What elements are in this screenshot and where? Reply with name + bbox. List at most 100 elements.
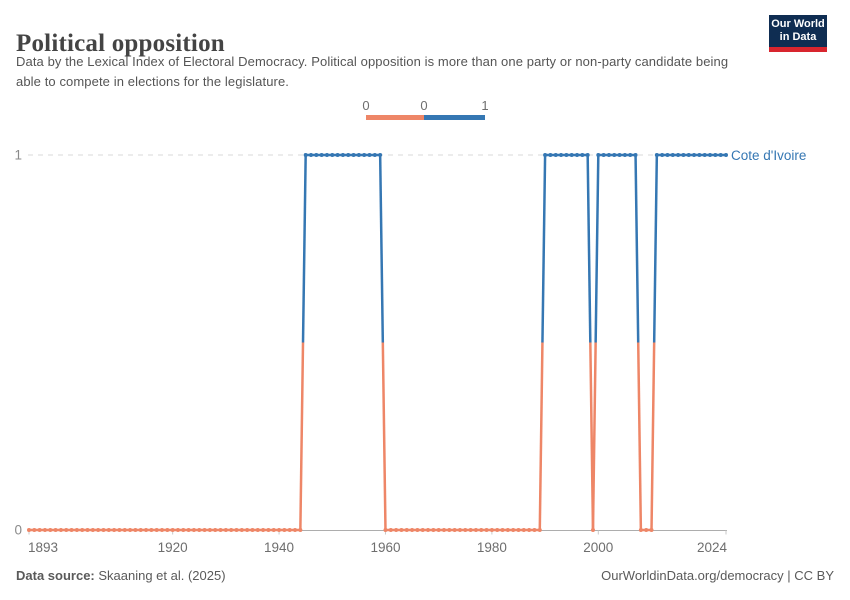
data-point-marker[interactable] [633, 153, 638, 157]
data-point-marker[interactable] [319, 153, 324, 157]
data-point-marker[interactable] [575, 153, 580, 157]
data-point-marker[interactable] [665, 153, 670, 157]
data-point-marker[interactable] [207, 528, 212, 532]
data-point-marker[interactable] [399, 528, 404, 532]
owid-logo[interactable]: Our World in Data [769, 15, 827, 52]
data-point-marker[interactable] [218, 528, 223, 532]
data-point-marker[interactable] [442, 528, 447, 532]
series-transition-segment[interactable] [301, 154, 307, 343]
data-point-marker[interactable] [106, 528, 111, 532]
series-transition-segment[interactable] [381, 342, 387, 531]
data-point-marker[interactable] [457, 528, 462, 532]
data-point-marker[interactable] [181, 528, 186, 532]
data-point-marker[interactable] [713, 153, 718, 157]
data-point-marker[interactable] [559, 153, 564, 157]
data-point-marker[interactable] [202, 528, 207, 532]
data-point-marker[interactable] [85, 528, 90, 532]
data-point-marker[interactable] [420, 528, 425, 532]
data-point-marker[interactable] [90, 528, 95, 532]
series-transition-segment[interactable] [650, 342, 656, 531]
data-point-marker[interactable] [388, 528, 393, 532]
data-point-marker[interactable] [340, 153, 345, 157]
data-point-marker[interactable] [282, 528, 287, 532]
data-point-marker[interactable] [117, 528, 122, 532]
data-point-marker[interactable] [708, 153, 713, 157]
data-point-marker[interactable] [484, 528, 489, 532]
data-point-marker[interactable] [175, 528, 180, 532]
data-point-marker[interactable] [48, 528, 53, 532]
data-point-marker[interactable] [452, 528, 457, 532]
data-point-marker[interactable] [580, 153, 585, 157]
data-point-marker[interactable] [638, 528, 643, 532]
data-point-marker[interactable] [543, 153, 548, 157]
data-point-marker[interactable] [234, 528, 239, 532]
data-point-marker[interactable] [69, 528, 74, 532]
data-point-marker[interactable] [53, 528, 58, 532]
data-point-marker[interactable] [191, 528, 196, 532]
data-point-marker[interactable] [154, 528, 159, 532]
data-point-marker[interactable] [548, 153, 553, 157]
data-point-marker[interactable] [239, 528, 244, 532]
data-point-marker[interactable] [96, 528, 101, 532]
series-transition-segment[interactable] [594, 154, 600, 343]
data-point-marker[interactable] [692, 153, 697, 157]
data-point-marker[interactable] [622, 153, 627, 157]
series-transition-segment[interactable] [538, 342, 544, 531]
data-point-marker[interactable] [122, 528, 127, 532]
series-transition-segment[interactable] [541, 154, 547, 343]
data-point-marker[interactable] [410, 528, 415, 532]
data-point-marker[interactable] [133, 528, 138, 532]
data-point-marker[interactable] [489, 528, 494, 532]
data-point-marker[interactable] [261, 528, 266, 532]
data-point-marker[interactable] [298, 528, 303, 532]
data-point-marker[interactable] [255, 528, 260, 532]
data-point-marker[interactable] [112, 528, 117, 532]
data-point-marker[interactable] [383, 528, 388, 532]
data-point-marker[interactable] [569, 153, 574, 157]
data-point-marker[interactable] [58, 528, 63, 532]
data-point-marker[interactable] [468, 528, 473, 532]
data-point-marker[interactable] [436, 528, 441, 532]
data-point-marker[interactable] [601, 153, 606, 157]
data-point-marker[interactable] [500, 528, 505, 532]
data-point-marker[interactable] [511, 528, 516, 532]
data-point-marker[interactable] [660, 153, 665, 157]
data-point-marker[interactable] [362, 153, 367, 157]
data-point-marker[interactable] [521, 528, 526, 532]
data-point-marker[interactable] [277, 528, 282, 532]
data-point-marker[interactable] [223, 528, 228, 532]
data-point-marker[interactable] [356, 153, 361, 157]
data-point-marker[interactable] [404, 528, 409, 532]
data-point-marker[interactable] [431, 528, 436, 532]
series-transition-segment[interactable] [378, 154, 385, 343]
data-point-marker[interactable] [367, 153, 372, 157]
series-transition-segment[interactable] [652, 154, 659, 343]
data-point-marker[interactable] [426, 528, 431, 532]
data-point-marker[interactable] [479, 528, 484, 532]
data-point-marker[interactable] [585, 153, 590, 157]
data-point-marker[interactable] [303, 153, 308, 157]
series-transition-segment[interactable] [634, 154, 640, 343]
data-point-marker[interactable] [32, 528, 37, 532]
data-point-marker[interactable] [670, 153, 675, 157]
data-point-marker[interactable] [378, 153, 383, 157]
series-transition-segment[interactable] [586, 154, 592, 343]
data-point-marker[interactable] [74, 528, 79, 532]
data-point-marker[interactable] [330, 153, 335, 157]
data-point-marker[interactable] [37, 528, 42, 532]
data-point-marker[interactable] [537, 528, 542, 532]
data-point-marker[interactable] [473, 528, 478, 532]
data-point-marker[interactable] [553, 153, 558, 157]
data-point-marker[interactable] [308, 153, 313, 157]
data-point-marker[interactable] [606, 153, 611, 157]
data-point-marker[interactable] [649, 528, 654, 532]
data-point-marker[interactable] [617, 153, 622, 157]
data-point-marker[interactable] [186, 528, 191, 532]
data-point-marker[interactable] [612, 153, 617, 157]
data-point-marker[interactable] [676, 153, 681, 157]
data-point-marker[interactable] [686, 153, 691, 157]
data-point-marker[interactable] [64, 528, 69, 532]
data-point-marker[interactable] [681, 153, 686, 157]
data-point-marker[interactable] [697, 153, 702, 157]
